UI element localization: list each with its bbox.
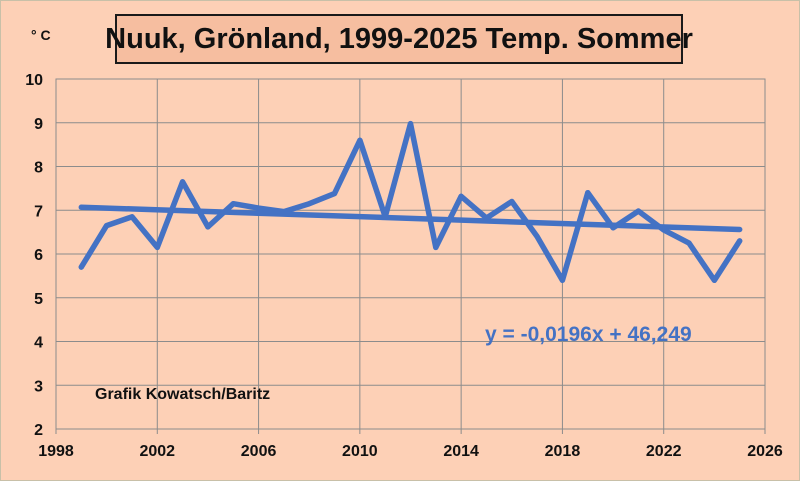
y-tick-label-8: 8 — [34, 160, 43, 177]
chart-credit: Grafik Kowatsch/Baritz — [95, 386, 271, 403]
y-tick-label-6: 6 — [34, 247, 43, 264]
x-tick-label-2018: 2018 — [545, 443, 581, 460]
trendline — [78, 204, 743, 233]
x-tick-label-2010: 2010 — [342, 443, 378, 460]
x-tick-label-2022: 2022 — [646, 443, 682, 460]
data-point-2008 — [306, 201, 312, 207]
series-group — [78, 120, 743, 284]
data-point-2020 — [610, 225, 616, 231]
data-point-2015 — [483, 215, 489, 221]
data-point-2004 — [205, 224, 211, 230]
data-point-2005 — [230, 201, 236, 207]
y-tick-label-3: 3 — [34, 378, 43, 395]
x-tick-label-2014: 2014 — [443, 443, 479, 460]
y-tick-label-5: 5 — [34, 291, 43, 308]
data-point-2023 — [686, 240, 692, 246]
data-point-2014 — [458, 193, 464, 199]
x-tick-label-2006: 2006 — [241, 443, 277, 460]
data-point-2021 — [635, 208, 641, 214]
data-point-2024 — [711, 277, 717, 283]
data-point-2001 — [129, 214, 135, 220]
data-point-2006 — [256, 205, 262, 211]
y-tick-label-7: 7 — [34, 203, 43, 220]
trendline-equation: y = -0,0196x + 46,249 — [485, 323, 692, 346]
y-tick-label-9: 9 — [34, 116, 43, 133]
trendline-group — [78, 204, 743, 233]
data-point-2013 — [433, 244, 439, 250]
data-point-2012 — [408, 121, 413, 127]
grid-lines — [55, 78, 766, 434]
y-axis-unit-label: ° C — [31, 27, 51, 43]
data-point-2000 — [104, 223, 110, 229]
data-point-2007 — [281, 209, 287, 215]
chart-title: Nuuk, Grönland, 1999-2025 Temp. Sommer — [105, 14, 693, 64]
data-point-1999 — [78, 264, 84, 270]
data-point-2009 — [332, 191, 338, 197]
y-tick-label-10: 10 — [25, 72, 43, 89]
x-tick-label-2026: 2026 — [747, 443, 783, 460]
x-tick-label-1998: 1998 — [38, 443, 74, 460]
y-tick-label-2: 2 — [34, 422, 43, 439]
data-point-2025 — [737, 238, 743, 244]
data-point-2018 — [559, 277, 565, 283]
data-point-2003 — [180, 179, 186, 185]
data-point-2016 — [509, 199, 515, 204]
data-point-2019 — [585, 190, 591, 196]
data-point-2011 — [382, 214, 388, 220]
data-point-2010 — [357, 137, 363, 143]
y-tick-label-4: 4 — [34, 335, 43, 352]
x-tick-label-2002: 2002 — [139, 443, 175, 460]
data-point-2017 — [534, 234, 540, 239]
data-point-2022 — [661, 227, 667, 233]
tick-labels: 2 3 4 5 6 7 8 9 10 1998 2002 2006 2010 2014 2018 2022 20… — [25, 72, 783, 460]
data-point-2002 — [154, 244, 160, 250]
